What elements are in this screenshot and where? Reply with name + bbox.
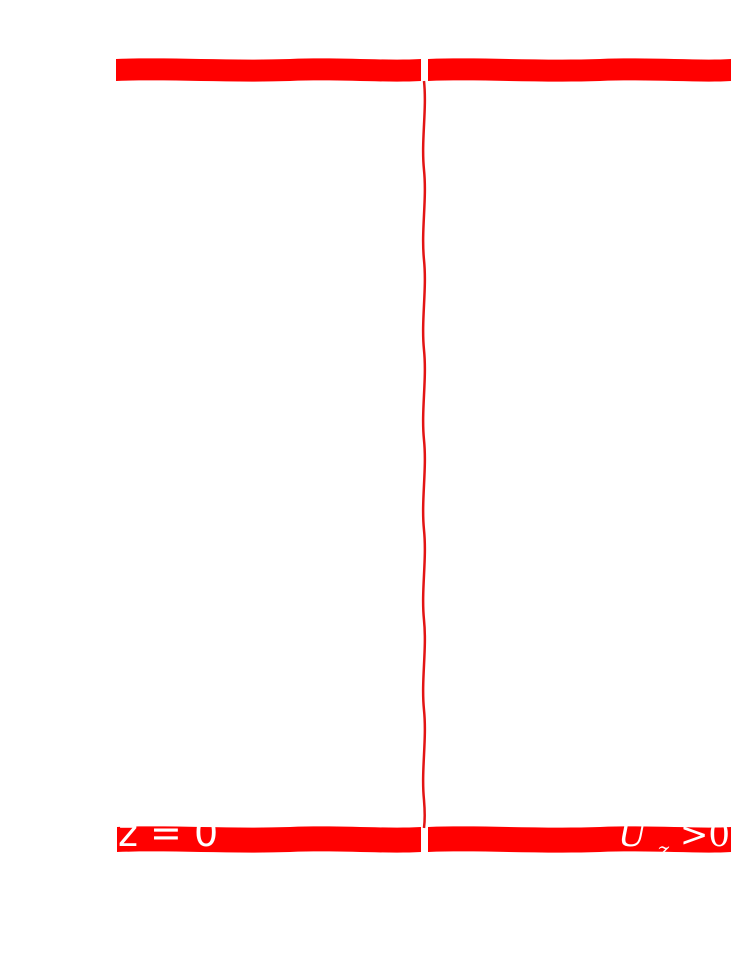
- top-band: [116, 58, 731, 82]
- label-uz-main: U: [618, 815, 648, 855]
- bottom-band-left: [117, 826, 421, 853]
- top-band-right: [428, 58, 731, 82]
- top-band-left: [116, 58, 421, 82]
- label-uz-subscript: z: [656, 839, 669, 864]
- label-uz-rest: >0: [680, 815, 730, 855]
- bottom-band-right: [428, 826, 731, 853]
- bottom-band: [117, 826, 731, 853]
- vertical-thread: [421, 80, 427, 829]
- label-z-equals-zero: z = 0: [118, 811, 218, 855]
- label-uz-positive: U z >0: [618, 815, 730, 867]
